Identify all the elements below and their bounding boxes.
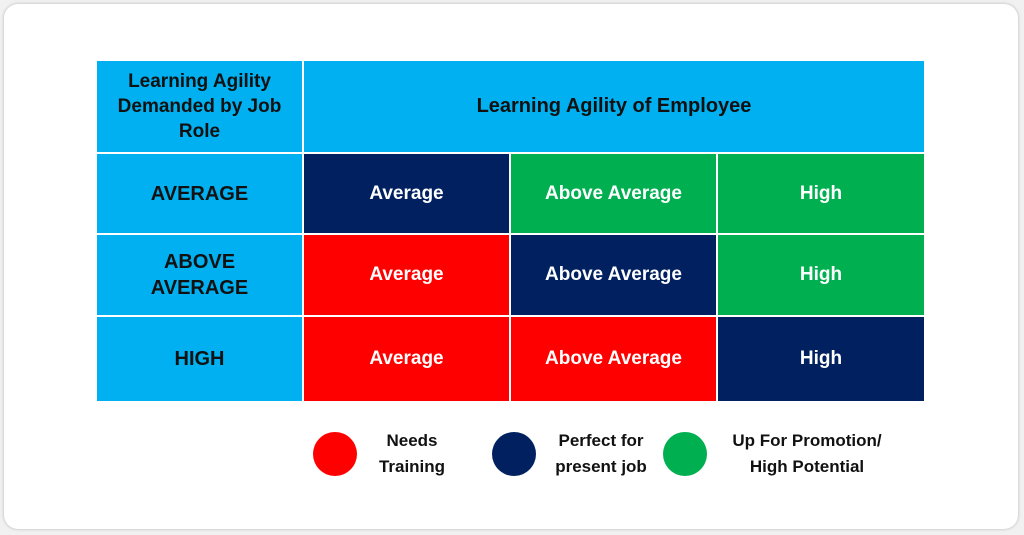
matrix-cell: Average [304, 317, 511, 401]
legend-label: Up For Promotion/ High Potential [732, 431, 882, 476]
navy-dot-icon [492, 432, 536, 476]
legend-label: Perfect for present job [555, 431, 647, 476]
row-label-high: HIGH [97, 317, 304, 401]
matrix-cell: Above Average [511, 317, 718, 401]
corner-header: Learning Agility Demanded by Job Role [97, 61, 304, 154]
green-dot-icon [663, 432, 707, 476]
legend-item-needs-training: Needs Training [313, 428, 457, 480]
matrix-cell: Above Average [511, 154, 718, 235]
column-header: Learning Agility of Employee [304, 61, 924, 154]
matrix-cell: High [718, 235, 924, 317]
legend-label: Needs Training [378, 431, 446, 476]
matrix-cell: Average [304, 235, 511, 317]
learning-agility-matrix: Learning Agility Demanded by Job Role Le… [97, 61, 924, 401]
red-dot-icon [313, 432, 357, 476]
legend: Needs Training Perfect for present job U… [0, 428, 1024, 488]
row-label-average: AVERAGE [97, 154, 304, 235]
matrix-cell: High [718, 317, 924, 401]
legend-item-promotion: Up For Promotion/ High Potential [663, 428, 897, 480]
matrix-cell: High [718, 154, 924, 235]
row-label-above-average: ABOVE AVERAGE [97, 235, 304, 317]
legend-item-perfect-fit: Perfect for present job [492, 428, 656, 480]
matrix-cell: Above Average [511, 235, 718, 317]
matrix-cell: Average [304, 154, 511, 235]
